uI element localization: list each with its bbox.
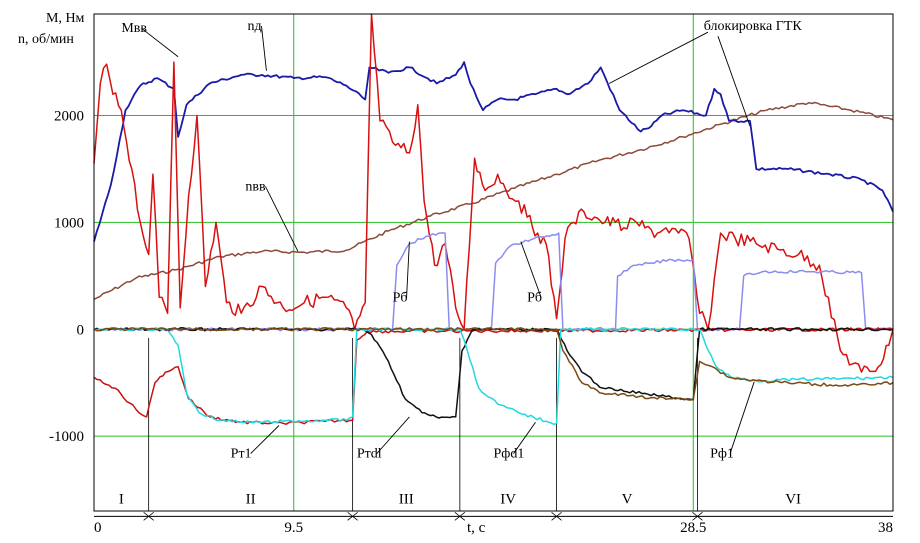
annotation-leader-1: [261, 25, 267, 71]
tick-labels: 2000 1000 0 -1000 0 9.5 28.5 38: [49, 109, 893, 536]
phase-arrow-right-3: [555, 512, 562, 521]
phase-label-0: I: [119, 491, 124, 507]
annotation-label-5: Pб: [527, 291, 542, 306]
series-P_f1-line: [93, 327, 894, 401]
annotation-label-3: блокировка ГТК: [704, 19, 803, 34]
series-n_vv-line: [93, 101, 894, 301]
annotation-leader-4: [406, 241, 410, 298]
y-tick-label-2: 0: [77, 322, 85, 338]
x-axis-label: t, c: [467, 520, 486, 536]
annotations: Mвв nд nвв блокировка ГТК Pб Pб Pт1 Pтdl Pфd1 Pф1: [121, 19, 802, 462]
annotation-leader-7: [376, 416, 410, 454]
x-tick-label-1: 9.5: [284, 520, 303, 536]
series-group: [93, 13, 894, 426]
series-n_d-line: [93, 61, 894, 242]
annotation-label-7: Pтdl: [357, 447, 382, 462]
y-axis-label-line-1: M, Нм: [46, 11, 85, 26]
plot-background: [94, 14, 893, 511]
phase-arrow-right-2: [459, 512, 466, 521]
phase-label-4: V: [622, 491, 633, 507]
x-tick-label-3: 38: [878, 520, 893, 536]
phase-label-3: IV: [500, 491, 516, 507]
annotation-leader-gtk-b: [717, 36, 751, 127]
x-tick-label-0: 0: [94, 520, 102, 536]
series-M_vv-line: [93, 13, 894, 373]
annotation-leader-2: [264, 186, 299, 252]
annotation-leader-9: [729, 381, 755, 454]
annotation-leader-8: [513, 422, 536, 454]
annotation-label-4: Pб: [393, 291, 408, 306]
annotation-leader-0: [141, 27, 179, 58]
annotation-label-1: nд: [247, 19, 261, 34]
y-tick-label-1: 1000: [54, 215, 84, 231]
annotation-leader-6: [250, 425, 280, 454]
y-tick-label-0: 2000: [54, 109, 84, 125]
annotation-leader-5: [520, 241, 542, 298]
annotation-leader-gtk-a: [608, 31, 709, 84]
annotation-label-0: Mвв: [121, 21, 147, 36]
phase-arrow-right-1: [351, 512, 358, 521]
x-tick-label-2: 28.5: [680, 520, 706, 536]
y-axis-label-line-2: n, об/мин: [18, 32, 74, 47]
phase-arrow-right-0: [148, 512, 154, 521]
plot-frame: [93, 13, 894, 512]
phase-label-5: VI: [785, 491, 801, 507]
annotation-label-8: Pфd1: [494, 447, 525, 462]
annotation-label-6: Pт1: [231, 447, 252, 462]
series-P_fd1-line: [93, 327, 894, 426]
phase-label-1: II: [246, 491, 256, 507]
phase-arrow-right-4: [696, 512, 703, 521]
phase-label-2: III: [399, 491, 414, 507]
y-tick-label-3: -1000: [49, 429, 84, 445]
annotation-label-2: nвв: [245, 179, 266, 194]
annotation-label-9: Pф1: [710, 447, 734, 462]
phase-axis: I II III IV V VI: [94, 337, 893, 521]
